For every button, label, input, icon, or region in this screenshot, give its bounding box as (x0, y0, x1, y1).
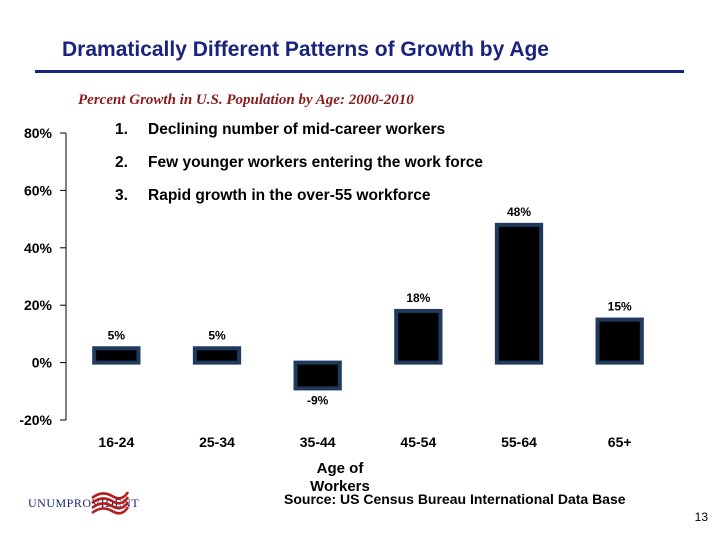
data-label: 5% (108, 328, 126, 342)
note-number: 1. (115, 121, 128, 138)
notes-list: 1. Declining number of mid-career workers… (115, 121, 483, 220)
slide-title: Dramatically Different Patterns of Growt… (62, 38, 549, 61)
bar (494, 222, 544, 365)
data-label: -9% (307, 393, 329, 407)
note-text: Few younger workers entering the work fo… (148, 154, 484, 171)
y-tick-label: 60% (24, 182, 53, 198)
x-tick-label: 65+ (608, 434, 632, 450)
chart-subtitle: Percent Growth in U.S. Population by Age… (78, 92, 414, 108)
note-number: 2. (115, 154, 128, 171)
company-logo: UNUMPROVIDENT (28, 484, 139, 520)
note-number: 3. (115, 187, 128, 204)
bar (192, 346, 242, 365)
title-divider (35, 70, 684, 73)
bar (595, 317, 644, 365)
x-tick-label: 35-44 (300, 434, 336, 450)
bar (92, 346, 141, 365)
note-item: 3. Rapid growth in the over-55 workforce (115, 187, 483, 220)
page-number: 13 (694, 510, 708, 524)
data-label: 48% (507, 205, 531, 219)
x-tick-label: 25-34 (199, 434, 235, 450)
note-item: 1. Declining number of mid-career workers (115, 121, 483, 154)
y-tick-label: -20% (19, 412, 52, 428)
note-item: 2. Few younger workers entering the work … (115, 154, 483, 187)
data-label: 15% (608, 300, 632, 314)
data-label: 18% (406, 291, 430, 305)
note-text: Rapid growth in the over-55 workforce (148, 187, 431, 204)
bar (293, 360, 342, 391)
x-tick-label: 55-64 (501, 434, 537, 450)
y-tick-label: 40% (24, 240, 53, 256)
bar (394, 308, 443, 365)
y-tick-label: 0% (32, 355, 53, 371)
source-note: Source: US Census Bureau International D… (284, 491, 626, 507)
x-tick-label: 16-24 (98, 434, 134, 450)
flag-icon (91, 491, 130, 515)
data-label: 5% (208, 328, 226, 342)
y-tick-label: 80% (24, 125, 53, 141)
note-text: Declining number of mid-career workers (148, 121, 446, 138)
x-axis-title: Age of Workers (310, 460, 370, 495)
x-tick-label: 45-54 (400, 434, 436, 450)
y-tick-label: 20% (24, 297, 53, 313)
